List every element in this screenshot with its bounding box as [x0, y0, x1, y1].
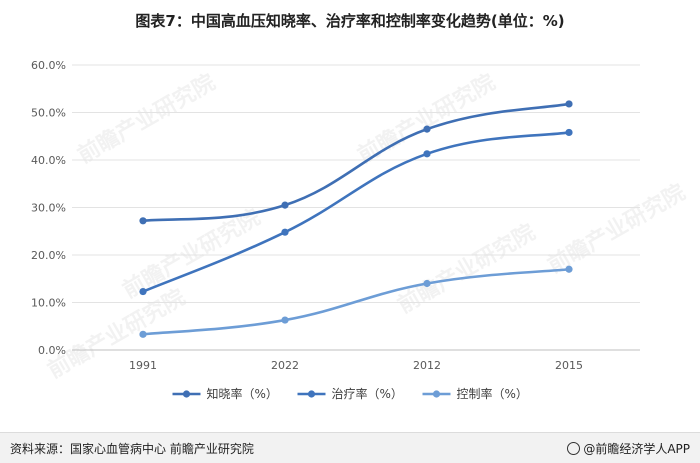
x-tick-label: 2012: [413, 359, 441, 372]
source-note: 资料来源：国家心血管病中心 前瞻产业研究院: [10, 442, 254, 456]
data-point: [565, 100, 573, 108]
watermark-text: 前瞻产业研究院: [543, 179, 689, 279]
data-point: [281, 228, 289, 236]
x-axis-ticks: 1991 2022 2012 2015: [129, 359, 583, 372]
data-point: [139, 217, 147, 225]
series-lines: [141, 102, 571, 336]
data-point: [139, 330, 147, 338]
data-point: [423, 125, 431, 133]
data-point: [423, 279, 431, 288]
gridlines: [72, 64, 640, 351]
series-line-1: [141, 102, 571, 223]
y-tick-label: 60.0%: [31, 59, 66, 72]
y-axis-ticks: 0.0% 10.0% 20.0% 30.0% 40.0% 50.0% 60.0%: [31, 59, 66, 357]
data-point: [565, 128, 573, 137]
x-tick-label: 2015: [555, 359, 583, 372]
legend: 知晓率（%） 治疗率（%） 控制率（%）: [172, 386, 528, 401]
series-line-3: [141, 267, 571, 336]
data-point: [139, 287, 147, 296]
watermark-text: 前瞻产业研究院: [393, 219, 539, 319]
data-point: [281, 316, 289, 324]
legend-label: 知晓率（%）: [207, 386, 278, 401]
legend-marker: [182, 390, 191, 398]
y-tick-label: 50.0%: [31, 107, 66, 120]
y-tick-label: 10.0%: [31, 297, 66, 310]
footer-bar: 资料来源：国家心血管病中心 前瞻产业研究院 @前瞻经济学人APP: [0, 432, 700, 463]
y-tick-label: 0.0%: [38, 344, 66, 357]
x-tick-label: 1991: [129, 359, 157, 372]
legend-label: 治疗率（%）: [332, 386, 403, 401]
y-tick-label: 40.0%: [31, 154, 66, 167]
data-point: [565, 265, 573, 273]
brand-logo-icon: [567, 442, 581, 455]
chart-title: 图表7：中国高血压知晓率、治疗率和控制率变化趋势(单位：%): [135, 12, 565, 30]
y-tick-label: 30.0%: [31, 202, 66, 215]
series-line-2: [141, 131, 571, 293]
y-tick-label: 20.0%: [31, 249, 66, 262]
data-point: [281, 201, 289, 209]
legend-label: 控制率（%）: [457, 386, 528, 401]
legend-marker: [432, 390, 441, 398]
x-tick-label: 2022: [271, 359, 299, 372]
data-point: [423, 150, 431, 158]
watermark-text: 前瞻产业研究院: [73, 69, 219, 169]
legend-marker: [307, 390, 316, 398]
series-points: [139, 100, 573, 338]
brand-label: @前瞻经济学人APP: [567, 440, 690, 457]
brand-text: @前瞻经济学人APP: [583, 442, 690, 456]
